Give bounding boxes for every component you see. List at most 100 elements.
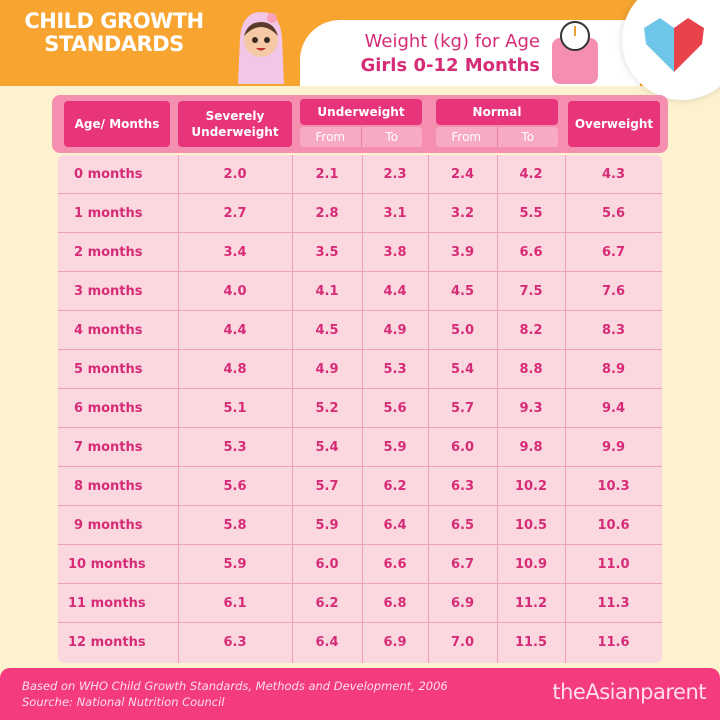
value-cell: 7.0 — [450, 635, 475, 650]
value-cell: 5.1 — [223, 400, 247, 416]
value-cell: 4.8 — [223, 361, 247, 377]
value-cell: 5.8 — [223, 517, 247, 533]
value-cell: 8.9 — [601, 361, 626, 377]
value-cell: 6.9 — [383, 635, 407, 650]
value-cell: 5.3 — [223, 439, 247, 455]
age-cell: 8 months — [74, 478, 143, 494]
value-cell: 6.0 — [315, 556, 339, 572]
value-cell: 6.9 — [450, 595, 475, 611]
value-cell: 6.1 — [223, 595, 247, 611]
value-cell: 9.8 — [519, 439, 543, 455]
heart-icon — [644, 18, 704, 72]
header-age: Age/ Months — [64, 101, 170, 147]
column-divider — [178, 155, 179, 663]
value-cell: 10.3 — [597, 478, 630, 494]
value-cell: 6.4 — [315, 635, 339, 650]
age-cell: 2 months — [74, 244, 143, 260]
underweight-subheader: From To — [300, 127, 422, 147]
header-severe: Severely Underweight — [178, 101, 292, 147]
value-cell: 11.2 — [514, 595, 548, 611]
value-cell: 6.3 — [223, 635, 247, 650]
value-cell: 2.8 — [315, 205, 339, 221]
age-cell: 3 months — [74, 283, 143, 299]
value-cell: 6.4 — [383, 517, 407, 533]
value-cell: 4.0 — [223, 283, 247, 299]
value-cell: 7.5 — [519, 283, 543, 299]
table-row: 5 months 4.8 4.9 5.3 5.4 8.8 8.9 — [58, 350, 662, 389]
from-label: From — [451, 130, 482, 144]
value-cell: 4.2 — [519, 166, 543, 182]
heart-logo — [622, 0, 720, 100]
age-cell: 12 months — [68, 635, 146, 650]
age-cell: 11 months — [68, 595, 146, 611]
value-cell: 3.5 — [315, 244, 339, 260]
to-label: To — [496, 127, 559, 147]
value-cell: 2.1 — [315, 166, 339, 182]
value-cell: 11.6 — [597, 635, 630, 650]
table-row: 12 months 6.3 6.4 6.9 7.0 11.5 11.6 — [58, 623, 662, 662]
table-body: 0 months 2.0 2.1 2.3 2.4 4.2 4.3 1 months 2.7 2.8… — [58, 155, 662, 663]
column-divider — [428, 155, 429, 663]
value-cell: 11.5 — [514, 635, 548, 650]
source-note: Based on WHO Child Growth Standards, Met… — [22, 678, 448, 710]
table-row: 11 months 6.1 6.2 6.8 6.9 11.2 11.3 — [58, 584, 662, 623]
value-cell: 9.3 — [519, 400, 543, 416]
value-cell: 6.5 — [450, 517, 475, 533]
table-header: Age/ Months Severely Underweight Underwe… — [52, 95, 668, 153]
age-cell: 10 months — [68, 556, 146, 572]
brand-title: CHILD GROWTH STANDARDS — [24, 9, 204, 56]
source-line-1: Based on WHO Child Growth Standards, Met… — [22, 679, 448, 693]
value-cell: 9.4 — [601, 400, 626, 416]
value-cell: 3.4 — [223, 244, 247, 260]
age-cell: 1 months — [74, 205, 143, 221]
header-overweight: Overweight — [568, 101, 660, 147]
value-cell: 5.6 — [383, 400, 407, 416]
value-cell: 5.6 — [223, 478, 247, 494]
value-cell: 5.4 — [315, 439, 339, 455]
weight-scale-icon — [552, 21, 598, 84]
publisher-logo: theAsianparent — [552, 680, 706, 704]
value-cell: 11.3 — [597, 595, 630, 611]
value-cell: 2.7 — [223, 205, 247, 221]
value-cell: 8.2 — [519, 322, 543, 338]
column-divider — [362, 155, 363, 663]
value-cell: 6.7 — [450, 556, 475, 572]
table-row: 1 months 2.7 2.8 3.1 3.2 5.5 5.6 — [58, 194, 662, 233]
value-cell: 5.6 — [601, 205, 626, 221]
value-cell: 4.1 — [315, 283, 339, 299]
footer-bar — [0, 668, 720, 720]
from-label: From — [315, 130, 346, 144]
value-cell: 8.3 — [601, 322, 626, 338]
value-cell: 5.2 — [315, 400, 339, 416]
age-cell: 7 months — [74, 439, 143, 455]
to-label: To — [360, 127, 423, 147]
value-cell: 5.4 — [450, 361, 475, 377]
value-cell: 8.8 — [519, 361, 543, 377]
value-cell: 2.3 — [383, 166, 407, 182]
value-cell: 4.9 — [383, 322, 407, 338]
value-cell: 6.8 — [383, 595, 407, 611]
table-row: 8 months 5.6 5.7 6.2 6.3 10.2 10.3 — [58, 467, 662, 506]
chart-title: Weight (kg) for Age Girls 0-12 Months — [330, 30, 540, 78]
value-cell: 4.5 — [450, 283, 475, 299]
value-cell: 3.1 — [383, 205, 407, 221]
value-cell: 5.9 — [223, 556, 247, 572]
age-cell: 4 months — [74, 322, 143, 338]
age-cell: 5 months — [74, 361, 143, 377]
age-cell: 9 months — [74, 517, 143, 533]
title-line-2: Girls 0-12 Months — [360, 55, 540, 76]
table-row: 4 months 4.4 4.5 4.9 5.0 8.2 8.3 — [58, 311, 662, 350]
table-row: 9 months 5.8 5.9 6.4 6.5 10.5 10.6 — [58, 506, 662, 545]
table-row: 0 months 2.0 2.1 2.3 2.4 4.2 4.3 — [58, 155, 662, 194]
normal-subheader: From To — [436, 127, 558, 147]
value-cell: 4.4 — [223, 322, 247, 338]
table-row: 7 months 5.3 5.4 5.9 6.0 9.8 9.9 — [58, 428, 662, 467]
value-cell: 6.7 — [601, 244, 626, 260]
value-cell: 5.5 — [519, 205, 543, 221]
header-underweight: Underweight — [300, 99, 422, 125]
header-normal: Normal — [436, 99, 558, 125]
value-cell: 4.3 — [601, 166, 626, 182]
table-row: 2 months 3.4 3.5 3.8 3.9 6.6 6.7 — [58, 233, 662, 272]
value-cell: 7.6 — [601, 283, 626, 299]
girl-illustration-icon — [238, 12, 284, 84]
